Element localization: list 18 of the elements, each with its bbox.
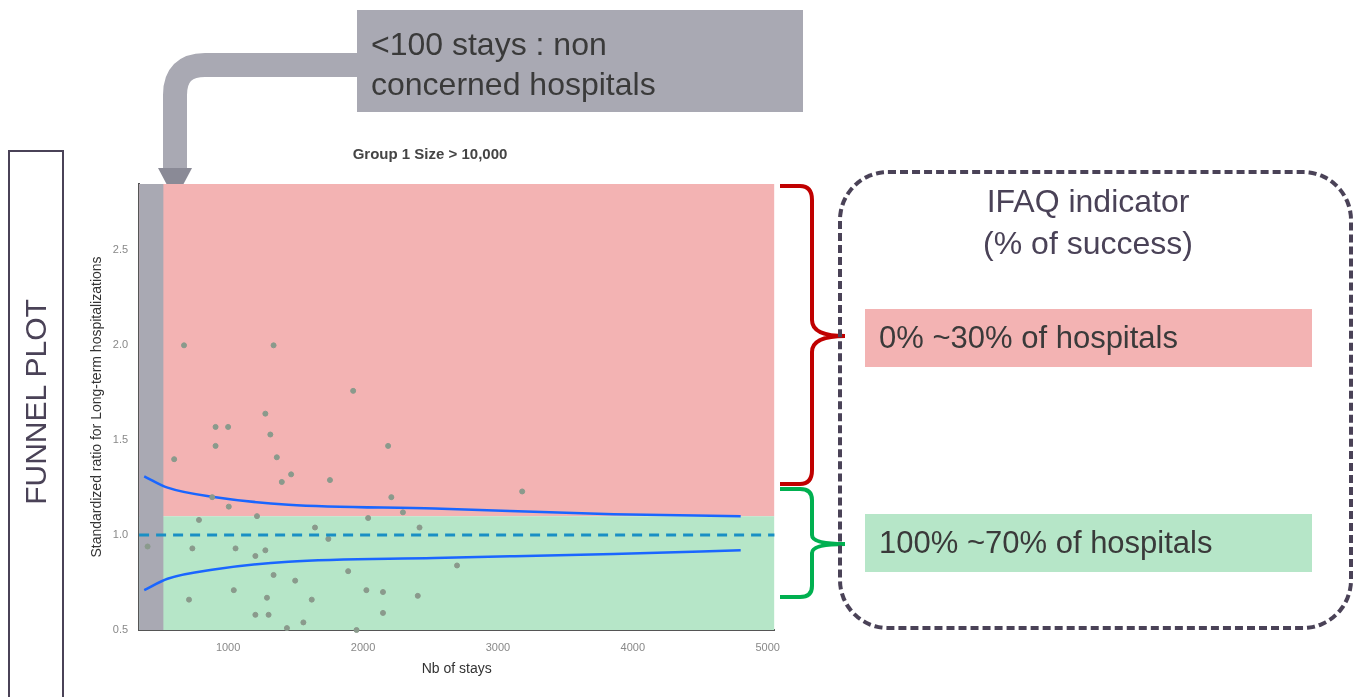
chart-title: Group 1 Size > 10,000 xyxy=(352,145,508,163)
x-tick-label: 1000 xyxy=(215,640,241,653)
y-tick-label: 1.0 xyxy=(112,528,129,541)
x-tick-label: 5000 xyxy=(755,640,780,653)
y-tick-label: 0.5 xyxy=(112,623,129,636)
x-axis-title: Nb of stays xyxy=(421,660,492,677)
text: <100 stays : non concerned hospitals xyxy=(357,10,803,112)
x-tick-label: 4000 xyxy=(620,640,646,653)
y-tick-label: 2.0 xyxy=(112,338,129,351)
y-tick-label: 1.5 xyxy=(112,433,129,446)
text: IFAQ indicator (% of success) xyxy=(982,182,1194,263)
x-tick-label: 2000 xyxy=(350,640,376,653)
text: FUNNEL PLOT xyxy=(19,299,53,505)
x-tick-label: 3000 xyxy=(485,640,511,653)
text: 100% ~70% of hospitals xyxy=(865,514,1312,572)
y-tick-label: 2.5 xyxy=(112,243,129,256)
y-axis-title: Standardized ratio for Long-term hospitalizations xyxy=(88,256,105,558)
text: 0% ~30% of hospitals xyxy=(865,309,1312,367)
